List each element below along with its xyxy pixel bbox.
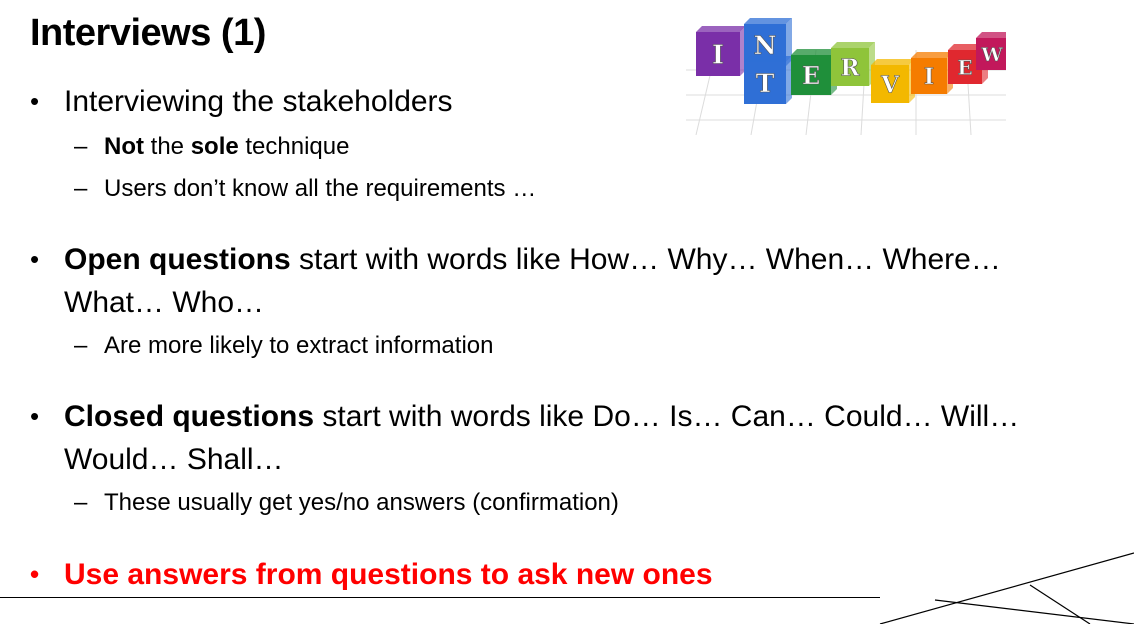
logo-cube-e: E	[791, 49, 837, 95]
sub-bullet-1-2: – Users don’t know all the requirements …	[74, 175, 537, 202]
bullet-marker: •	[30, 86, 40, 116]
logo-cube-t: T	[744, 56, 792, 104]
bullet-4: • Use answers from questions to ask new …	[30, 558, 713, 591]
logo-cube-n: N	[744, 18, 792, 66]
bullet-3: • Closed questions start with words like…	[30, 400, 1020, 476]
bullet-text: Interviewing the stakeholders	[64, 85, 453, 118]
logo-letter: W	[980, 44, 1003, 66]
logo-letter: I	[712, 41, 724, 71]
logo-letter: R	[840, 54, 860, 81]
bullet-1: • Interviewing the stakeholders	[30, 80, 1080, 123]
sub-bullet-3-1: – These usually get yes/no answers (confi…	[74, 489, 619, 516]
logo-letter: T	[756, 69, 775, 98]
logo-cube-w: W	[976, 32, 1006, 70]
logo-letter: N	[754, 31, 777, 60]
slide-title: Interviews (1)	[30, 12, 266, 54]
interview-logo-image: I NT E RV I EW	[686, 18, 1006, 135]
logo-letter: V	[880, 71, 900, 98]
logo-letter: E	[957, 55, 972, 79]
bottom-divider	[0, 597, 880, 598]
sub-bullet-2-1: – Are more likely to extract information	[74, 332, 494, 359]
logo-letter: E	[802, 61, 820, 90]
bullet-2: • Open questions start with words like H…	[30, 243, 1001, 319]
sub-bullet-1-1: – Not the sole technique	[74, 133, 350, 160]
logo-letter: I	[924, 64, 934, 90]
logo-cube-r: R	[831, 42, 875, 86]
